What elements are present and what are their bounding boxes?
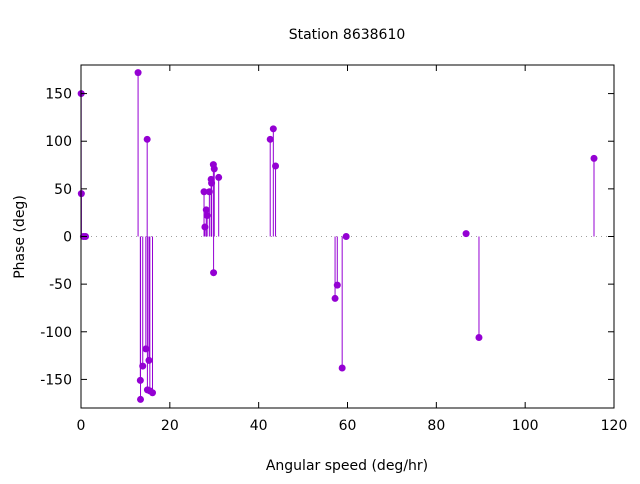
data-point xyxy=(342,233,350,240)
data-point xyxy=(201,223,209,231)
data-point xyxy=(331,294,339,302)
data-point xyxy=(266,135,274,143)
data-point xyxy=(590,154,598,162)
data-point xyxy=(210,269,218,277)
x-tick-label: 80 xyxy=(427,418,445,434)
y-tick-label: 100 xyxy=(45,134,72,150)
points xyxy=(77,69,598,403)
y-tick-label: 150 xyxy=(45,87,72,103)
plot-border xyxy=(80,64,615,409)
x-tick-label: 120 xyxy=(601,418,628,434)
x-tick-label: 100 xyxy=(512,418,539,434)
data-point xyxy=(205,188,213,196)
data-point xyxy=(215,173,223,181)
data-point xyxy=(462,230,470,238)
data-point xyxy=(203,212,211,220)
data-point xyxy=(137,395,145,403)
x-tick-label: 60 xyxy=(339,418,357,434)
data-point xyxy=(134,69,142,77)
x-tick-label: 20 xyxy=(161,418,179,434)
data-point xyxy=(202,206,210,214)
data-point xyxy=(208,179,216,187)
y-tick-label: 0 xyxy=(63,230,72,246)
data-point xyxy=(139,362,147,370)
y-tick-label: -100 xyxy=(40,325,72,341)
stems xyxy=(80,72,595,400)
data-point xyxy=(333,281,341,289)
x-tick-label: 40 xyxy=(250,418,268,434)
x-axis-label: Angular speed (deg/hr) xyxy=(266,458,428,474)
data-point xyxy=(145,356,153,364)
data-point xyxy=(149,389,157,397)
data-point xyxy=(143,135,151,143)
data-point xyxy=(200,188,208,196)
axis-ticks: 0 20 40 60 80 100 120 -150 -100 -50 0 50 100 150 xyxy=(40,65,627,434)
x-tick-label: 0 xyxy=(77,418,86,434)
chart-title: Station 8638610 xyxy=(289,27,406,43)
data-point xyxy=(136,376,144,384)
data-point xyxy=(272,162,280,170)
data-point xyxy=(210,165,218,173)
y-tick-label: -50 xyxy=(49,277,72,293)
data-point xyxy=(338,364,346,372)
data-point xyxy=(269,125,277,133)
y-tick-label: -150 xyxy=(40,372,72,388)
data-point xyxy=(142,345,150,353)
y-tick-label: 50 xyxy=(54,182,72,198)
y-axis-label: Phase (deg) xyxy=(12,195,28,279)
data-point xyxy=(475,333,483,341)
